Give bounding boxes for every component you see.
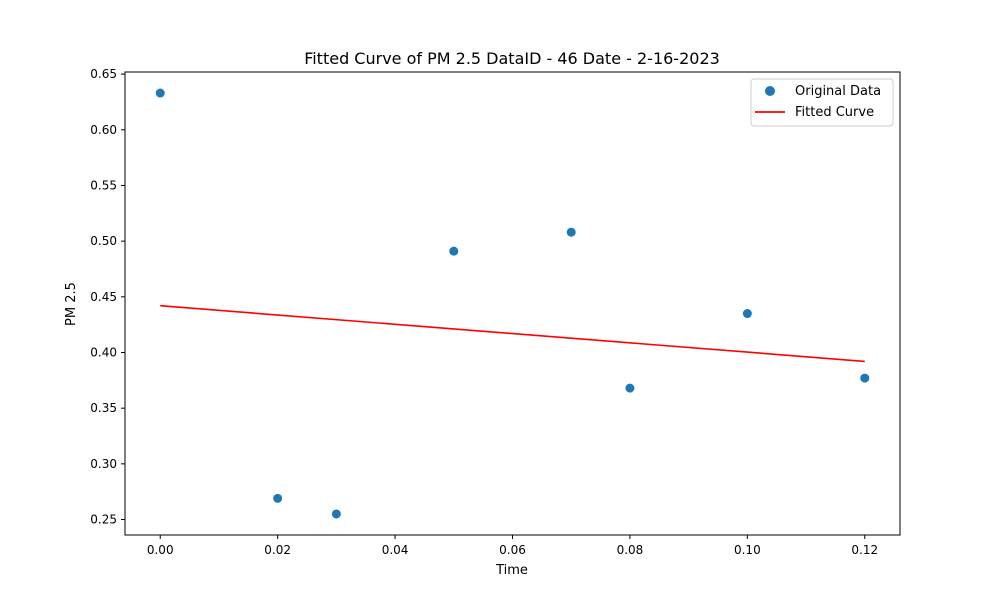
legend-box (750, 78, 894, 127)
y-tick-label: 0.60 (90, 123, 117, 137)
y-axis-ticks: 0.25 0.30 0.35 0.40 0.45 0.50 0.55 0.60 0.65 (90, 67, 125, 527)
scatter-point (742, 309, 752, 319)
y-tick-label: 0.55 (90, 178, 117, 192)
y-tick-label: 0.30 (90, 457, 117, 471)
x-tick-label: 0.02 (264, 543, 291, 557)
y-tick-label: 0.25 (90, 513, 117, 527)
fitted-curve-line (160, 304, 865, 363)
y-tick-label: 0.40 (90, 345, 117, 359)
x-tick-label: 0.06 (499, 543, 526, 557)
y-tick-label: 0.50 (90, 234, 117, 248)
legend-label-fitted-curve: Fitted Curve (795, 105, 874, 120)
x-tick-label: 0.10 (734, 543, 761, 557)
legend-marker-original-data (765, 86, 775, 96)
scatter-point (566, 227, 576, 237)
scatter-point (449, 246, 459, 256)
y-tick-label: 0.65 (90, 67, 117, 81)
legend-label-original-data: Original Data (795, 84, 881, 99)
scatter-point (860, 373, 870, 383)
x-tick-label: 0.08 (617, 543, 644, 557)
y-axis-label: PM 2.5 (64, 282, 79, 326)
series-layer (155, 88, 870, 519)
x-tick-label: 0.00 (147, 543, 174, 557)
y-tick-label: 0.45 (90, 290, 117, 304)
scatter-point (331, 509, 341, 519)
plot-frame (124, 71, 901, 536)
y-tick-label: 0.35 (90, 401, 117, 415)
x-tick-label: 0.12 (851, 543, 878, 557)
scatter-point (155, 88, 165, 98)
plot-area (125, 72, 900, 535)
x-tick-label: 0.04 (382, 543, 409, 557)
scatter-point (625, 383, 635, 393)
x-axis-label: Time (495, 563, 528, 578)
chart-title: Fitted Curve of PM 2.5 DataID - 46 Date … (304, 49, 720, 68)
x-axis-ticks: 0.00 0.02 0.04 0.06 0.08 0.10 0.12 (147, 535, 878, 557)
legend: Original Data Fitted Curve (750, 78, 894, 127)
scatter-point (273, 493, 283, 503)
